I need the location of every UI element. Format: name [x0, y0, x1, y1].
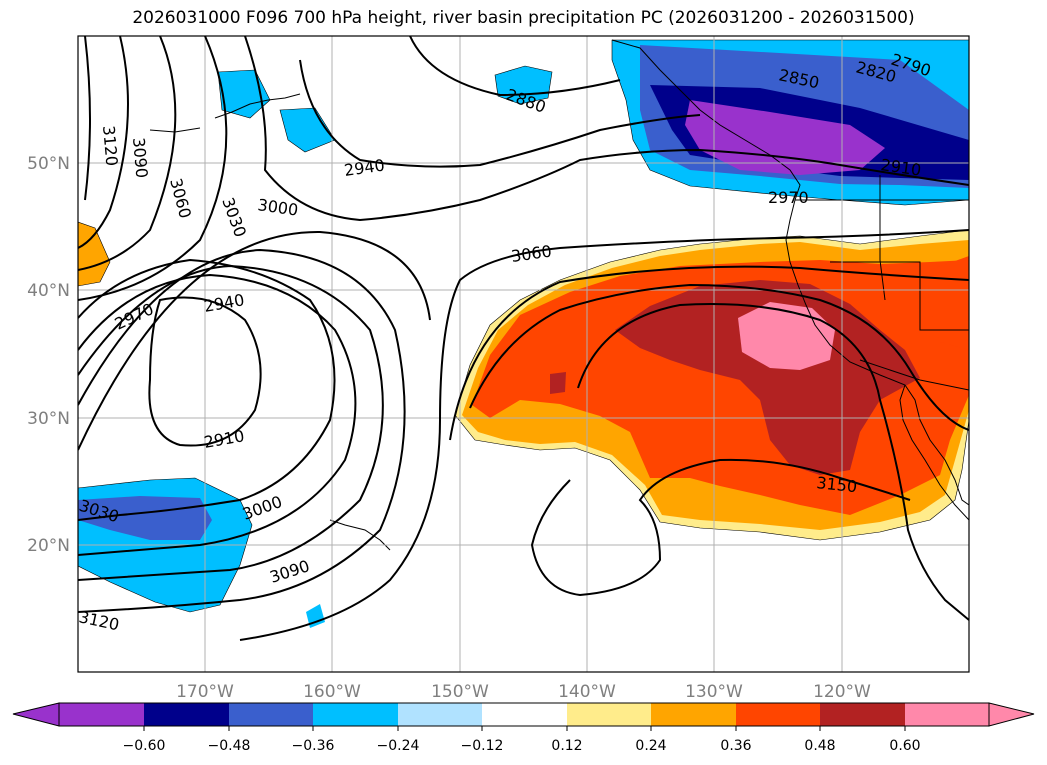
colorbar-extend-high — [988, 702, 1035, 727]
lon-label-170w: 170°W — [176, 682, 234, 702]
colorbar-bin-6 — [567, 703, 651, 726]
map-frame — [77, 35, 970, 673]
colorbar-tick-label: 0.12 — [551, 738, 582, 754]
colorbar-bin-8 — [736, 703, 820, 726]
contour-label-3000: 3000 — [256, 195, 299, 219]
contour-label-3060: 3060 — [510, 241, 553, 265]
lat-label-40: 40°N — [27, 281, 70, 301]
lon-label-140w: 140°W — [558, 682, 616, 702]
contour-label-3090-w: 3090 — [129, 137, 151, 179]
map-title: 2026031000 F096 700 hPa height, river ba… — [132, 8, 915, 28]
colorbar-tick-label: 0.24 — [635, 738, 666, 754]
colorbar-tick-label: 0.36 — [720, 738, 751, 754]
lon-label-130w: 130°W — [685, 682, 743, 702]
height-contours — [78, 36, 969, 641]
contour-label-3150: 3150 — [816, 473, 858, 496]
contour-label-2970-ne: 2970 — [768, 188, 809, 207]
colorbar-bin-9 — [820, 703, 905, 726]
colorbar-bin-1 — [144, 703, 229, 726]
colorbar-extend-low — [12, 702, 60, 727]
colorbar-bin-10 — [905, 703, 989, 726]
colorbar-tick-label: 0.48 — [804, 738, 835, 754]
colorbar-tick-label: 0.60 — [889, 738, 920, 754]
colorbar-frame — [58, 702, 990, 727]
colorbar-tick-label: −0.60 — [123, 738, 166, 754]
lat-labels: 50°N 40°N 30°N 20°N — [27, 154, 70, 556]
colorbar-tick-label: −0.24 — [377, 738, 420, 754]
colorbar-bin-5 — [482, 703, 567, 726]
lon-label-120w: 120°W — [813, 682, 871, 702]
colorbar-tick-label: −0.36 — [292, 738, 335, 754]
colorbar-bin-4 — [398, 703, 482, 726]
colorbar-tick-label: −0.48 — [208, 738, 251, 754]
contour-label-3120-w: 3120 — [99, 125, 121, 167]
colorbar-bin-3 — [313, 703, 398, 726]
colorbar: −0.60 −0.48 −0.36 −0.24 −0.12 0.12 0.24 … — [12, 702, 1035, 754]
lat-label-30: 30°N — [27, 409, 70, 429]
contour-label-2940: 2940 — [343, 155, 386, 179]
contour-label-3030: 3030 — [218, 195, 250, 240]
contour-label-3120: 3120 — [77, 607, 121, 634]
lat-label-50: 50°N — [27, 154, 70, 174]
colorbar-bin-7 — [651, 703, 736, 726]
graticule — [78, 36, 969, 672]
lon-label-150w: 150°W — [431, 682, 489, 702]
contour-label-3060-w: 3060 — [166, 176, 195, 220]
contour-label-2910: 2910 — [202, 426, 245, 452]
colorbar-bin-0 — [59, 703, 144, 726]
colorbar-tick-label: −0.12 — [461, 738, 504, 754]
lon-labels: 170°W 160°W 150°W 140°W 130°W 120°W — [176, 682, 871, 702]
coastlines — [149, 39, 969, 551]
lon-label-160w: 160°W — [303, 682, 361, 702]
lat-label-20: 20°N — [27, 536, 70, 556]
contour-label-2940-low: 2940 — [202, 290, 245, 316]
colorbar-bin-2 — [229, 703, 313, 726]
